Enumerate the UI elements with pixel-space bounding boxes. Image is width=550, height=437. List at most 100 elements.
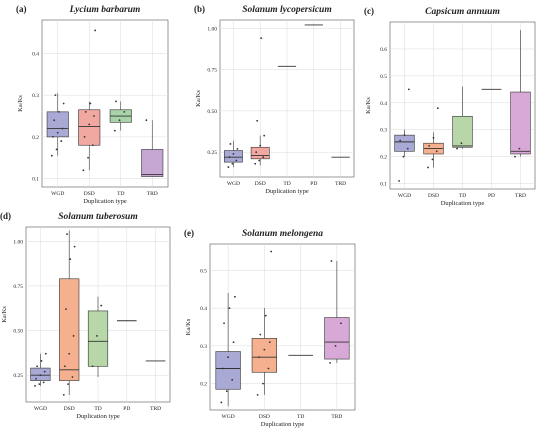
box-trd [510, 30, 531, 158]
data-point [263, 134, 266, 137]
data-point [72, 335, 75, 337]
data-point [231, 162, 234, 165]
data-point [96, 335, 98, 337]
box-dsd [423, 107, 444, 169]
data-point [270, 250, 273, 253]
x-tick-label: WGD [398, 193, 411, 199]
panel-title: Solanum melongena [242, 229, 323, 239]
data-point [256, 119, 259, 122]
panel-e: (e) Solanum melongena 0.2 0.3 0.4 0.5 WGD DSD TD… [184, 228, 356, 428]
data-point [225, 390, 228, 393]
data-point [403, 134, 406, 137]
data-point [514, 155, 516, 158]
data-point [228, 156, 231, 159]
x-tick-label: TD [117, 191, 124, 197]
data-point [68, 352, 71, 355]
data-point [398, 180, 400, 182]
data-point [334, 344, 337, 347]
x-tick-label: TRD [335, 181, 346, 187]
data-point [50, 154, 53, 157]
data-point [44, 352, 47, 355]
box-iqr [87, 310, 109, 367]
x-tick-label: TRD [147, 191, 158, 197]
panel-title: Capsicum annuum [425, 7, 500, 17]
box-iqr [78, 109, 101, 146]
data-point [460, 142, 463, 145]
box-dsd [78, 29, 101, 172]
panel-a: (a) Lycium barbarum 0.1 0.2 0.3 0.4 WGD DSD TD TR… [16, 4, 169, 205]
box-iqr [223, 150, 243, 163]
panel-c: (c) Capsicum annuum 0.1 0.2 0.3 0.4 0.5 0.6 WGD D… [364, 6, 536, 207]
data-point [259, 144, 262, 147]
panel-d: (d) Solanum tuberosum 0.25 0.50 0.75 1.00 WGD D… [0, 211, 171, 420]
panel-title: Solanum lycopersicum [242, 5, 331, 15]
data-point [518, 147, 521, 150]
y-tick-label: 0.3 [200, 344, 207, 350]
data-point [229, 143, 232, 145]
box-dsd [250, 37, 270, 166]
x-axis-label: Duplication type [265, 188, 309, 195]
data-point [61, 127, 64, 130]
data-point [406, 147, 409, 150]
y-tick-label: 0.4 [380, 101, 387, 107]
y-tick-label: 0.3 [380, 128, 387, 134]
y-tick-label: 0.25 [13, 373, 23, 379]
data-point [54, 94, 57, 97]
data-point [82, 169, 85, 172]
data-point [73, 245, 76, 248]
y-tick-label: 1.00 [13, 239, 23, 245]
y-tick-label: 0.50 [13, 329, 23, 335]
panel-label: (a) [16, 4, 27, 14]
data-point [234, 295, 236, 298]
data-point [65, 308, 67, 311]
data-point [254, 162, 257, 165]
box-td [87, 296, 109, 377]
data-point [56, 131, 59, 134]
x-tick-label: TRD [331, 414, 342, 420]
data-point [231, 378, 234, 381]
data-point [83, 136, 86, 138]
data-point [145, 119, 148, 122]
data-point [263, 348, 266, 351]
data-point [42, 381, 45, 384]
data-point [63, 365, 66, 368]
box-dsd [251, 250, 278, 396]
y-tick-label: 0.5 [200, 268, 207, 274]
x-tick-label: TD [283, 181, 290, 187]
y-tick-label: 0.50 [207, 109, 217, 115]
data-point [94, 29, 97, 32]
x-tick-label: TD [459, 193, 466, 199]
data-point [66, 233, 68, 236]
data-point [228, 307, 231, 310]
data-point [436, 107, 439, 110]
y-axis-label: Ka/Ks [17, 95, 24, 112]
data-point [329, 361, 331, 364]
box-iqr [59, 278, 80, 381]
data-point [62, 102, 65, 105]
panel-b: (b) Solanum lycopersicum 0.25 0.50 0.75 1.00 W… [194, 4, 355, 195]
data-point [89, 102, 92, 105]
box-dsd [59, 230, 80, 396]
data-point [71, 376, 74, 378]
data-point [223, 322, 225, 325]
x-tick-label: TD [94, 406, 101, 412]
data-point [227, 356, 230, 359]
data-point [115, 100, 117, 103]
data-point [52, 136, 54, 138]
box-wgd [223, 140, 243, 168]
box-wgd [394, 88, 415, 182]
data-point [123, 110, 126, 113]
x-tick-label: DSD [255, 181, 266, 187]
y-tick-label: 0.75 [207, 68, 217, 74]
box-trd [324, 260, 350, 364]
data-point [258, 159, 261, 162]
y-tick-label: 0.3 [32, 93, 39, 99]
box-iqr [452, 115, 473, 148]
y-tick-label: 0.1 [32, 177, 39, 183]
data-point [35, 377, 37, 380]
x-tick-label: DSD [259, 414, 270, 420]
data-point [262, 382, 264, 385]
data-point [456, 147, 458, 150]
